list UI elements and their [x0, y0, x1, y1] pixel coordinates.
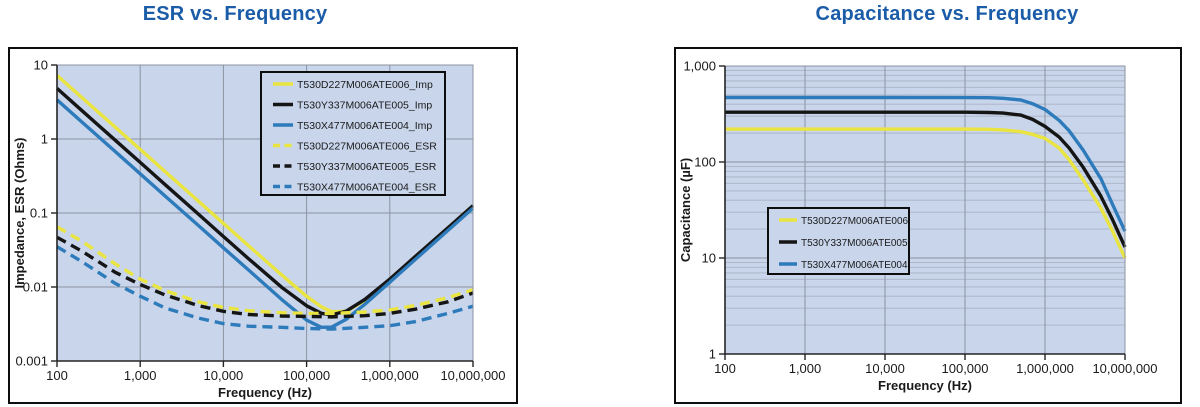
- x-tick-label: 1,000: [789, 361, 822, 376]
- series-line-T530Y337M006ATE005_ESR: [56, 235, 474, 319]
- capacitance-chart-panel: 100 1,000 10,000 100,000 1,000,000 10,000,000…: [674, 47, 1182, 404]
- x-axis-title: Frequency (Hz): [878, 378, 972, 393]
- series-line-T530D227M006ATE006_ESR: [56, 225, 474, 316]
- x-tick-label: 10,000,000: [440, 368, 505, 383]
- capacitance-chart-title: Capacitance vs. Frequency: [815, 3, 1079, 25]
- esr-chart-canvas: 100 1,000 10,000 100,000 1,000,000 10,000,000…: [12, 58, 506, 401]
- x-tick-label: 100: [714, 361, 736, 376]
- y-tick-label: 1: [41, 132, 48, 147]
- x-tick-label: 1,000,000: [1016, 361, 1074, 376]
- x-tick-label: 100: [46, 368, 68, 383]
- series-line-T530Y337M006ATE005_Imp: [55, 87, 475, 317]
- y-axis-title: Capacitance (µF): [678, 158, 693, 262]
- legend-box: [260, 71, 446, 196]
- y-axis-title: Impedance, ESR (Ohms): [12, 138, 27, 289]
- series-line-T530X477M006ATE004: [725, 95, 1127, 232]
- x-tick-label: 100,000: [283, 368, 330, 383]
- x-tick-label: 1,000: [124, 368, 157, 383]
- series-line-T530X477M006ATE004_Imp: [55, 98, 475, 329]
- legend-label: T530D227M006ATE006_ESR: [297, 140, 437, 152]
- y-tick-label: 1: [709, 347, 716, 362]
- x-axis-title: Frequency (Hz): [218, 385, 312, 400]
- y-tick-label: 0.001: [15, 354, 48, 369]
- legend-label: T530X477M006ATE004_ESR: [297, 181, 437, 193]
- y-tick-label: 100: [694, 155, 716, 170]
- series-line-T530X477M006ATE004_ESR: [56, 245, 474, 331]
- legend-label: T530X477M006ATE004_Imp: [297, 120, 432, 132]
- esr-chart-title: ESR vs. Frequency: [142, 3, 328, 25]
- legend-label: T530Y337M006ATE005: [801, 238, 908, 249]
- y-tick-label: 0.1: [30, 206, 48, 221]
- legend-label: T530Y337M006ATE005_Imp: [297, 99, 432, 111]
- y-tick-label: 10: [34, 58, 48, 73]
- legend-label: T530X477M006ATE004: [801, 260, 908, 271]
- series-line-T530Y337M006ATE005: [725, 110, 1127, 248]
- series-line-T530D227M006ATE006: [725, 127, 1127, 259]
- y-tick-label: 0.01: [23, 280, 48, 295]
- y-tick-label: 10: [702, 251, 716, 266]
- x-tick-label: 100,000: [942, 361, 989, 376]
- x-tick-label: 10,000: [865, 361, 905, 376]
- legend-label: T530D227M006ATE006: [801, 216, 909, 227]
- x-tick-label: 1,000,000: [361, 368, 419, 383]
- esr-chart-panel: 100 1,000 10,000 100,000 1,000,000 10,000,000…: [8, 47, 518, 404]
- y-tick-label: 1,000: [683, 59, 716, 74]
- capacitance-chart-canvas: 100 1,000 10,000 100,000 1,000,000 10,000,000…: [678, 59, 1158, 394]
- legend-label: T530Y337M006ATE005_ESR: [297, 161, 437, 173]
- legend-label: T530D227M006ATE006_Imp: [297, 79, 433, 91]
- x-tick-label: 10,000: [204, 368, 244, 383]
- x-tick-label: 10,000,000: [1092, 361, 1157, 376]
